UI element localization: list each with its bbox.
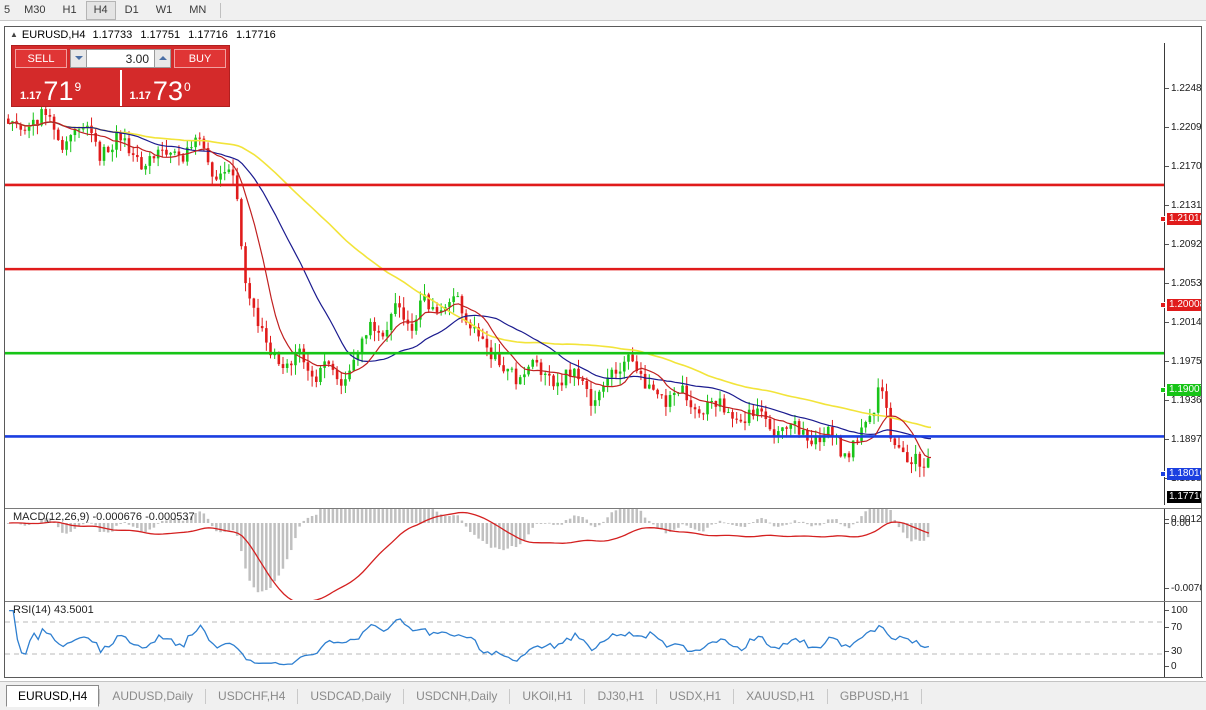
symbol-tab-usdcnh[interactable]: USDCNH,Daily <box>416 689 498 703</box>
rsi-tick: 70 <box>1165 622 1182 633</box>
buy-price-main: 73 <box>152 76 183 106</box>
sell-price-prefix: 1.17 <box>20 90 42 102</box>
price-tick: 1.19360 <box>1165 395 1201 406</box>
volume-input[interactable]: 3.00 <box>87 48 154 68</box>
rsi-scale: 100 70 30 0 <box>1165 602 1201 678</box>
macd-tick: -0.00707 <box>1165 583 1201 594</box>
price-marker-red: 1.20008 <box>1167 299 1201 311</box>
tab-divider <box>99 688 101 704</box>
trade-panel-controls: SELL 3.00 BUY <box>12 46 229 70</box>
tab-divider <box>584 688 586 704</box>
symbol-tab-gbpusd[interactable]: GBPUSD,H1 <box>839 689 910 703</box>
timeframe-toolbar: 5 M30 H1 H4 D1 W1 MN <box>0 0 1206 21</box>
tab-divider <box>205 688 207 704</box>
tab-divider <box>921 688 923 704</box>
chevron-up-icon <box>158 56 167 60</box>
timeframe-button-w1[interactable]: W1 <box>155 3 173 16</box>
price-tick: 1.20140 <box>1165 317 1201 328</box>
trade-panel-prices: 1.17 71 9 1.17 73 0 <box>12 70 229 106</box>
rsi-indicator-label: RSI(14) 43.5001 <box>13 604 94 616</box>
chart-ohlc-values: 1.17733 1.17751 1.17716 1.17716 <box>93 29 281 41</box>
volume-decrease-button[interactable] <box>70 48 87 68</box>
buy-price-fraction: 0 <box>183 80 191 94</box>
symbol-tab-usdchf[interactable]: USDCHF,H4 <box>218 689 286 703</box>
sell-button[interactable]: SELL <box>15 48 67 68</box>
sell-price-main: 71 <box>43 76 74 106</box>
price-tick: 1.20920 <box>1165 239 1201 250</box>
chart-window: ▲ EURUSD,H4 1.17733 1.17751 1.17716 1.17… <box>4 26 1203 692</box>
price-tick: 1.18970 <box>1165 434 1201 445</box>
sell-price-display[interactable]: 1.17 71 9 <box>12 70 122 106</box>
macd-chart-canvas[interactable] <box>5 509 1165 601</box>
ohlc-open: 1.17733 <box>92 29 133 41</box>
price-marker-handle[interactable] <box>1160 216 1166 222</box>
timeframe-button-m5[interactable]: 5 <box>4 3 11 16</box>
sell-price-fraction: 9 <box>74 80 82 94</box>
rsi-tick: 30 <box>1165 646 1182 657</box>
chart-symbol-label: EURUSD,H4 <box>21 29 86 41</box>
price-tick: 1.22090 <box>1165 122 1201 133</box>
timeframe-button-m30[interactable]: M30 <box>24 3 46 16</box>
price-marker-black: 1.17716 <box>1167 491 1201 503</box>
price-marker-handle[interactable] <box>1160 302 1166 308</box>
timeframe-button-mn[interactable]: MN <box>189 3 207 16</box>
collapse-caret-icon[interactable]: ▲ <box>10 30 18 39</box>
ohlc-low: 1.17716 <box>188 29 228 41</box>
macd-indicator-label: MACD(12,26,9) -0.000676 -0.000537 <box>13 511 195 523</box>
macd-scale: 0.0012320.00 -0.00707 <box>1165 509 1201 601</box>
buy-price-prefix: 1.17 <box>129 90 151 102</box>
price-pane: 1.22480 1.22090 1.21700 1.21310 1.20920 1.205… <box>5 43 1201 505</box>
tab-divider <box>826 688 828 704</box>
volume-increase-button[interactable] <box>154 48 171 68</box>
chevron-down-icon <box>74 56 83 60</box>
tab-divider <box>656 688 658 704</box>
price-tick: 1.21700 <box>1165 161 1201 172</box>
symbol-tab-usdcad[interactable]: USDCAD,Daily <box>310 689 392 703</box>
macd-tick: 0.00 <box>1165 518 1190 529</box>
price-marker-handle[interactable] <box>1160 471 1166 477</box>
price-tick: 1.19750 <box>1165 356 1201 367</box>
macd-pane: MACD(12,26,9) -0.000676 -0.000537 0.0012… <box>5 508 1201 601</box>
timeframe-button-d1[interactable]: D1 <box>124 3 139 16</box>
tab-divider <box>297 688 299 704</box>
rsi-tick: 100 <box>1165 605 1188 616</box>
price-marker-handle[interactable] <box>1160 387 1166 393</box>
buy-price-display[interactable]: 1.17 73 0 <box>122 70 230 106</box>
symbol-tab-bar: EURUSD,H4 AUDUSD,Daily USDCHF,H4 USDCAD,Dai… <box>0 681 1206 710</box>
macd-tick: 0.001232 <box>1165 514 1201 525</box>
price-tick: 1.21310 <box>1165 200 1201 211</box>
price-marker-blue: 1.18016 <box>1167 468 1201 480</box>
tab-divider <box>403 688 405 704</box>
chart-title-bar: ▲ EURUSD,H4 1.17733 1.17751 1.17716 1.17… <box>5 27 1201 43</box>
buy-button[interactable]: BUY <box>174 48 226 68</box>
symbol-tab-dj30[interactable]: DJ30,H1 <box>597 689 645 703</box>
symbol-tab-eurusd[interactable]: EURUSD,H4 <box>6 685 100 707</box>
price-tick: 1.20530 <box>1165 278 1201 289</box>
ohlc-close: 1.17716 <box>235 29 276 41</box>
timeframe-button-h1[interactable]: H1 <box>62 3 77 16</box>
ohlc-high: 1.17751 <box>140 29 181 41</box>
symbol-tab-xauusd[interactable]: XAUUSD,H1 <box>746 689 815 703</box>
tab-divider <box>509 688 511 704</box>
rsi-pane: RSI(14) 43.5001 100 70 30 0 <box>5 601 1201 678</box>
price-marker-red: 1.21010 <box>1167 213 1201 225</box>
price-tick: 1.22480 <box>1165 83 1201 94</box>
rsi-tick: 0 <box>1165 661 1177 672</box>
price-chart-canvas[interactable] <box>5 43 1165 505</box>
volume-stepper[interactable]: 3.00 <box>70 48 171 68</box>
symbol-tab-ukoil[interactable]: UKOil,H1 <box>522 689 573 703</box>
symbol-tab-audusd[interactable]: AUDUSD,Daily <box>112 689 194 703</box>
symbol-tab-usdx[interactable]: USDX,H1 <box>669 689 722 703</box>
one-click-trading-panel: SELL 3.00 BUY 1.17 71 9 1.17 73 0 <box>11 45 230 107</box>
price-scale[interactable]: 1.22480 1.22090 1.21700 1.21310 1.20920 1.205… <box>1160 43 1201 505</box>
price-marker-green: 1.19007 <box>1167 384 1201 396</box>
tab-divider <box>733 688 735 704</box>
rsi-chart-canvas[interactable] <box>5 602 1165 678</box>
toolbar-divider <box>220 2 222 18</box>
timeframe-button-h4[interactable]: H4 <box>85 0 116 20</box>
